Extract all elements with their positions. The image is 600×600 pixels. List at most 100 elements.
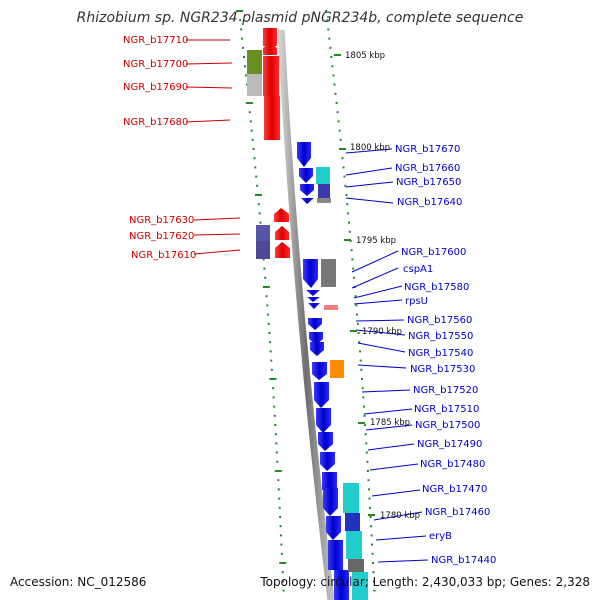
tick-mark [330,56,333,58]
tick-mark [348,230,351,233]
tick-mark [370,534,373,537]
gene-block-slate [256,241,270,259]
gene-label: NGR_b17550 [408,331,473,342]
gene-arrow [320,452,335,471]
tick-mark [255,194,262,196]
gene-label: NGR_b17560 [407,315,472,326]
tick-mark [359,359,362,362]
kbp-label: 1795 kbp [356,236,396,246]
gene-label: cspA1 [403,264,433,275]
gene-label: NGR_b17500 [415,420,480,431]
tick-mark [357,332,360,334]
gene-arrow [263,72,279,96]
kbp-label: 1780 kbp [380,511,420,521]
forward-strand-features [247,28,290,259]
tick-marks-right [325,10,376,592]
gene-arrow [323,488,338,516]
gene-arrow [297,142,311,167]
tick-mark [251,138,254,141]
tick-mark [236,10,244,12]
gene-block-cyan [346,531,362,559]
reverse-strand-features [297,142,368,600]
tick-mark [278,506,281,509]
gene-arrow [299,168,313,183]
gene-label: rpsU [405,296,428,307]
tick-mark [270,368,273,371]
tick-mark [372,571,375,574]
gene-arrow [312,362,327,380]
tick-mark [280,543,283,546]
tick-mark [275,451,278,454]
gene-block-blue [318,184,330,200]
gene-label: NGR_b17630 [129,215,194,226]
gene-label: NGR_b17470 [422,484,487,495]
tick-mark [239,19,242,22]
gene-label: NGR_b17670 [395,144,460,155]
gene-arrow [263,42,277,55]
tick-mark [280,552,283,555]
tick-mark [356,322,359,325]
gene-block [322,472,337,490]
tick-mark [351,258,354,261]
tick-mark [259,221,262,224]
tick-mark [269,378,277,380]
tick-mark [331,65,334,68]
gene-label: NGR_b17540 [408,348,473,359]
kbp-label: 1790 kbp [362,327,402,337]
tick-mark [279,525,282,528]
gene-label: NGR_b17510 [414,404,479,415]
tick-mark [342,166,345,169]
tick-mark [339,138,342,141]
gene-block-olive [247,50,262,74]
gene-block-cyan [352,572,368,600]
gene-label: NGR_b17520 [413,385,478,396]
tick-mark [248,111,251,114]
forward-gene-labels: NGR_b17710 NGR_b17700 NGR_b17690 NGR_b17… [123,35,196,261]
gene-label: NGR_b17610 [131,250,196,261]
gene-arrow [308,318,322,330]
gene-arrow [301,198,314,204]
kbp-labels: 1805 kbp 1800 kbp 1795 kbp 1790 kbp 1785… [334,51,420,521]
gene-block-blue [345,513,360,531]
tick-mark [272,387,275,390]
tick-mark [348,221,350,224]
gene-arrow [300,184,314,196]
tick-mark [282,580,285,583]
gene-label: NGR_b17440 [431,555,496,566]
gene-label: NGR_b17700 [123,59,188,70]
tick-mark [267,313,269,316]
label-connectors [185,39,429,563]
tick-mark [254,166,257,169]
kbp-label: 1805 kbp [345,51,385,61]
tick-mark [240,28,243,31]
genome-backbone [277,29,335,600]
tick-mark [343,175,346,178]
gene-arrow [308,303,320,309]
tick-mark [368,497,371,500]
tick-mark [244,65,246,68]
tick-mark [368,488,370,491]
tick-mark [371,543,373,546]
tick-mark [372,562,374,564]
tick-mark [373,589,376,592]
tick-mark [270,359,273,362]
gene-label: NGR_b17460 [425,507,490,518]
tick-mark [346,203,349,206]
tick-mark [369,506,371,509]
tick-mark [361,378,363,380]
tick-mark [262,258,265,261]
gene-label: eryB [429,531,452,542]
tick-mark [344,184,347,187]
tick-mark [273,405,276,408]
tick-mark [249,120,252,123]
gene-label: NGR_b17490 [417,439,482,450]
gene-arrow [275,226,289,240]
tick-mark [366,470,369,472]
tick-mark [359,350,361,353]
kbp-label: 1800 kbp [350,143,390,153]
gene-arrow [307,297,320,302]
gene-arrow [274,208,289,222]
tick-mark [327,28,330,31]
tick-mark [332,74,335,77]
tick-mark [362,405,365,408]
